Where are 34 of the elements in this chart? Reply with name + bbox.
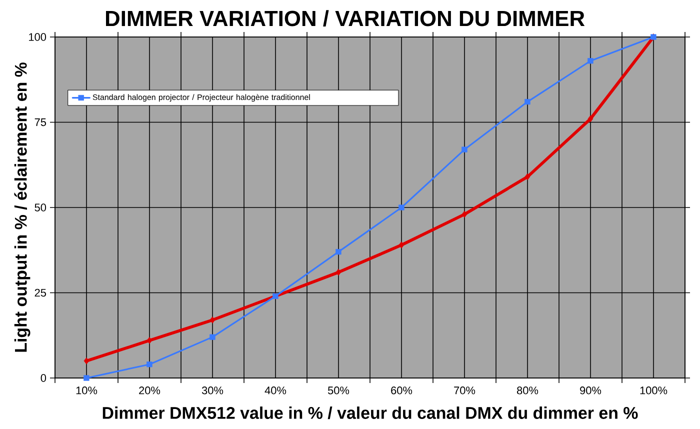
point [336,249,342,255]
y-tick-label: 75 [34,118,46,126]
point [146,362,152,368]
x-tick-label: 30% [202,386,224,394]
y-axis-title: Light output in % / éclairement en % [14,62,30,352]
point [588,58,594,64]
x-tick-label: 10% [76,386,98,394]
x-tick-label: 80% [517,386,538,394]
x-tick-label: 60% [391,386,412,394]
point [84,375,90,381]
point [524,173,530,180]
point [462,210,468,218]
point [336,268,342,276]
point [210,316,216,324]
x-tick-label: 70% [454,386,476,394]
x-tick-label: 50% [328,386,350,394]
point [398,242,404,248]
chart-title: DIMMER VARIATION / VARIATION DU DIMMER [106,10,585,26]
x-tick-label: 100% [640,386,668,394]
point [524,98,530,105]
point [146,337,152,344]
point [84,358,90,364]
y-tick-label: 50 [34,204,46,212]
x-axis-title: Dimmer DMX512 value in % / valeur du canal DMX du dimmer en % [102,406,638,420]
point [398,204,404,210]
x-tick-label: 40% [264,386,286,394]
y-tick-label: 25 [34,288,46,297]
y-tick-label: 100 [29,33,46,41]
x-tick-label: 20% [139,386,160,394]
point [210,334,216,340]
y-tick-label: 0 [40,374,46,382]
x-tick-label: 90% [580,386,602,394]
point [462,146,468,152]
point [588,115,594,122]
